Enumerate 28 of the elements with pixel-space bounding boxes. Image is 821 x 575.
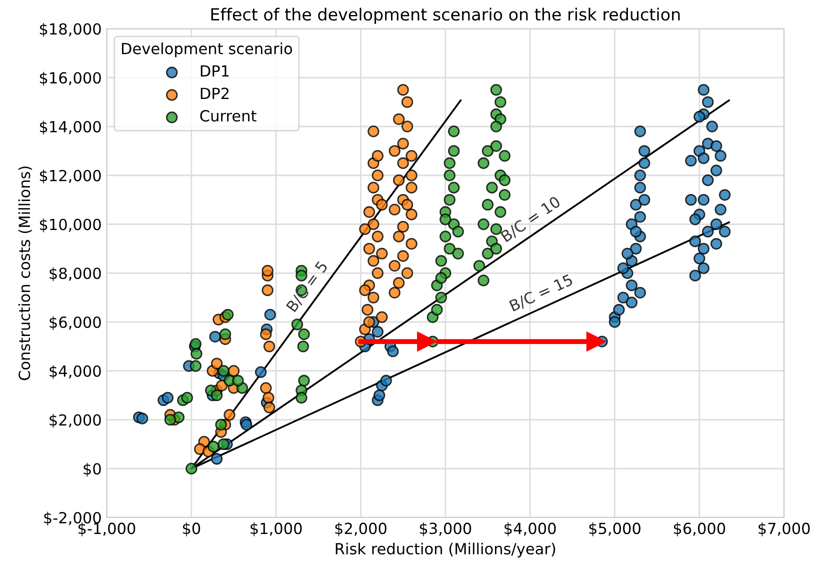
y-tick-label: $14,000 [40, 120, 101, 135]
y-tick-label: $18,000 [40, 22, 101, 37]
chart-title: Effect of the development scenario on the risk reduction [211, 8, 680, 24]
legend-label: Current [200, 110, 256, 122]
y-tick-label: $8,000 [50, 267, 101, 282]
x-tick-label: $7,000 [758, 522, 810, 536]
annotation: B/C = 10 [500, 196, 562, 244]
y-tick-label: $4,000 [50, 365, 101, 379]
y-tick-label: $12,000 [40, 170, 101, 184]
legend-title: Development scenario [122, 42, 292, 58]
y-tick-label: $6,000 [50, 316, 101, 330]
x-tick-label: $4,000 [504, 522, 556, 536]
y-tick-label: $10,000 [40, 218, 101, 232]
y-axis-title: Construction costs (Millions) [18, 166, 32, 380]
y-tick-label: $2,000 [50, 414, 101, 428]
annotation: B/C = 15 [508, 274, 574, 313]
y-tick-label: $0 [84, 462, 101, 477]
legend-label: DP2 [200, 88, 229, 99]
y-tick-label: $16,000 [40, 72, 101, 86]
x-tick-label: $2,000 [335, 522, 386, 536]
legend-label: DP1 [200, 65, 229, 77]
x-tick-label: $0 [182, 522, 200, 536]
x-axis-title: Risk reduction (Millions/year) [336, 542, 556, 558]
annotation: B/C = 5 [286, 260, 329, 314]
x-tick-label: $5,000 [589, 522, 640, 536]
x-tick-label: $3,000 [420, 522, 472, 536]
x-tick-label: $6,000 [674, 522, 726, 536]
x-tick-label: $1,000 [250, 522, 302, 536]
